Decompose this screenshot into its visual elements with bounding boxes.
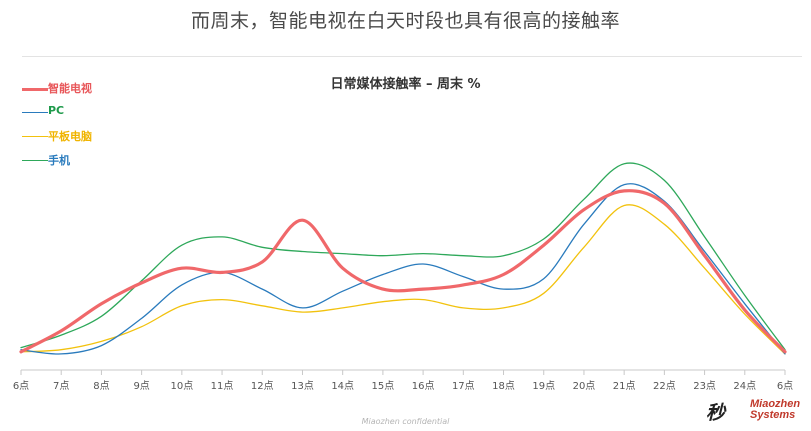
x-tick-label: 19点 bbox=[532, 380, 555, 392]
x-tick-label: 18点 bbox=[492, 380, 515, 392]
x-tick-label: 23点 bbox=[693, 380, 716, 392]
x-tick-label: 22点 bbox=[653, 380, 676, 392]
x-tick-label: 7点 bbox=[53, 380, 69, 392]
legend-swatch-tablet bbox=[22, 136, 48, 137]
x-tick-label: 11点 bbox=[211, 380, 234, 392]
slide-title: 而周末，智能电视在白天时段也具有很高的接触率 bbox=[190, 10, 620, 32]
x-tick-label: 21点 bbox=[613, 380, 636, 392]
legend-swatch-smart-tv bbox=[22, 88, 48, 91]
x-tick-label: 13点 bbox=[291, 380, 314, 392]
series-line-smart-tv bbox=[19, 189, 787, 354]
legend-label-tablet: 平板电脑 bbox=[48, 130, 92, 143]
legend-swatch-mobile bbox=[22, 160, 48, 161]
x-tick-label: 24点 bbox=[733, 380, 756, 392]
series-line-pc bbox=[20, 183, 786, 355]
x-tick-label: 8点 bbox=[93, 380, 109, 392]
x-tick-label: 20点 bbox=[573, 380, 596, 392]
chart-title: 日常媒体接触率 – 周末 % bbox=[330, 77, 481, 92]
legend-label-mobile: 手机 bbox=[48, 154, 70, 167]
confidential-footer: Miaozhen confidential bbox=[361, 417, 450, 426]
logo-wordmark: Miaozhen Systems bbox=[750, 398, 801, 421]
legend-label-pc: PC bbox=[48, 104, 65, 117]
x-tick-label: 16点 bbox=[412, 380, 435, 392]
x-tick-label: 6点 bbox=[777, 380, 793, 392]
legend-label-smart-tv: 智能电视 bbox=[48, 82, 92, 95]
x-tick-label: 17点 bbox=[452, 380, 475, 392]
x-tick-label: 10点 bbox=[170, 380, 193, 392]
x-tick-label: 15点 bbox=[372, 380, 395, 392]
miaozhen-logo: 秒 Miaozhen Systems bbox=[706, 398, 806, 428]
legend-swatch-pc bbox=[22, 112, 48, 113]
title-divider bbox=[22, 56, 802, 57]
x-tick-label: 14点 bbox=[331, 380, 354, 392]
x-tick-label: 9点 bbox=[133, 380, 149, 392]
series-line-tablet bbox=[20, 204, 786, 355]
series-line-mobile bbox=[20, 162, 786, 351]
x-tick-label: 12点 bbox=[251, 380, 274, 392]
x-tick-label: 6点 bbox=[13, 380, 29, 392]
logo-symbol: 秒 bbox=[706, 402, 726, 424]
